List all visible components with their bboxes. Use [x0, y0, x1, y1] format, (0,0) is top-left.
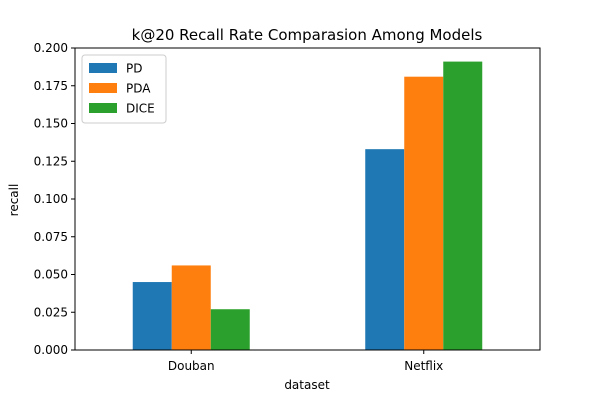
chart-title: k@20 Recall Rate Comparasion Among Model… [132, 26, 483, 44]
legend-swatch-dice [89, 103, 117, 113]
legend-label-pda: PDA [126, 82, 151, 96]
legend: PD PDA DICE [81, 54, 167, 124]
bar-dice-douban [210, 309, 250, 350]
legend-label-pd: PD [126, 62, 142, 76]
x-tick-label: Netflix [404, 359, 443, 373]
y-tick-label: 0.175 [34, 79, 68, 93]
bar-pd-netflix [365, 149, 405, 350]
bar-dice-netflix [443, 61, 483, 351]
legend-swatch-pd [89, 63, 117, 73]
y-tick-label: 0.125 [34, 154, 68, 168]
x-tick-label: Douban [168, 359, 215, 373]
y-tick-label: 0.050 [34, 268, 68, 282]
legend-label-dice: DICE [126, 102, 155, 116]
y-tick-label: 0.150 [34, 117, 68, 131]
y-tick-label: 0.100 [34, 192, 68, 206]
bars-group [132, 61, 483, 351]
y-tick-label: 0.025 [34, 305, 68, 319]
y-tick-label: 0.000 [34, 343, 68, 357]
x-axis-label: dataset [284, 378, 330, 392]
y-tick-label: 0.075 [34, 230, 68, 244]
bar-pda-douban [171, 265, 211, 350]
y-tick-label: 0.200 [34, 41, 68, 55]
axes-group: 0.000 0.025 0.050 0.075 0.100 0.125 0.150 0.175… [34, 41, 541, 373]
bar-pda-netflix [404, 76, 444, 350]
legend-swatch-pda [89, 83, 117, 93]
bar-pd-douban [132, 282, 172, 350]
y-axis-label: recall [7, 184, 21, 217]
